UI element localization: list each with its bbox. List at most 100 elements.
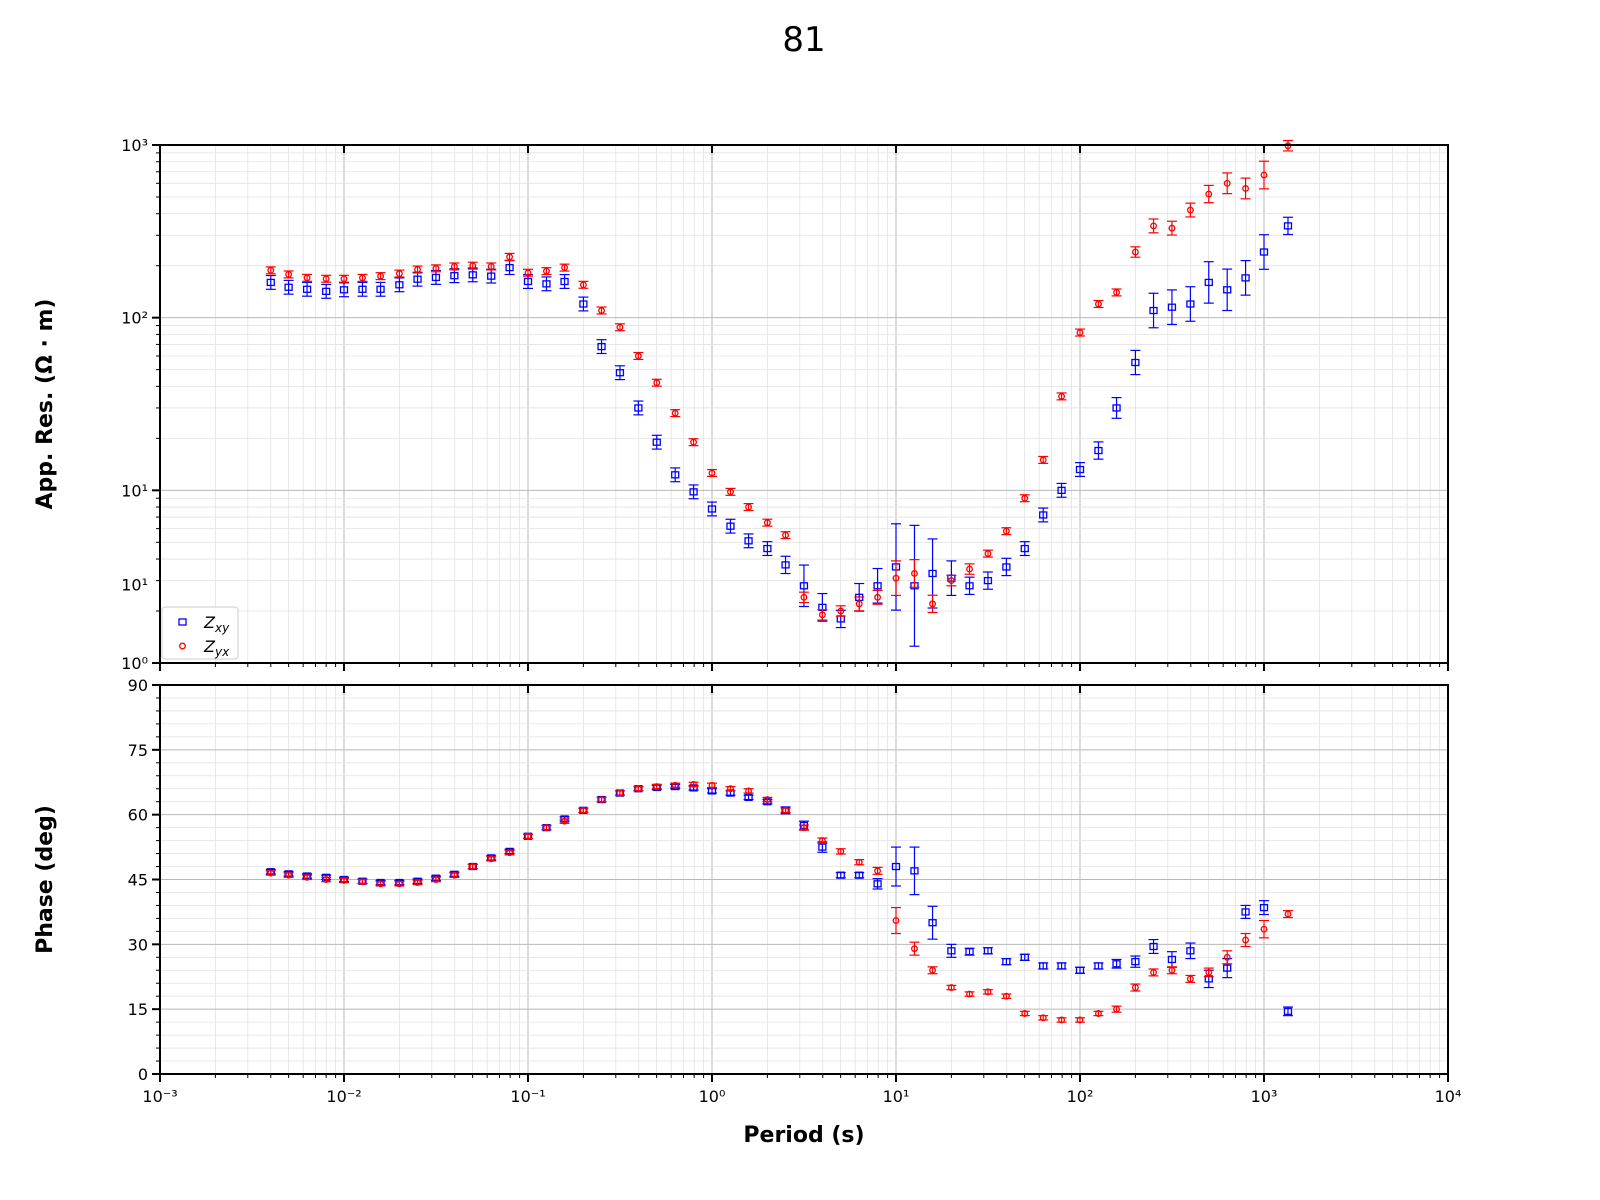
x-tick-label: 10⁰ — [699, 1087, 726, 1106]
data-point — [1131, 984, 1139, 992]
data-point — [1149, 942, 1158, 951]
data-point — [1131, 358, 1140, 367]
data-point — [1002, 992, 1010, 1000]
legend-label-zyx: Zyx — [203, 637, 230, 659]
data-point — [340, 876, 348, 884]
data-point — [800, 824, 808, 832]
data-point — [1039, 1014, 1047, 1022]
data-point — [634, 404, 643, 412]
y-tick-label: 30 — [128, 935, 148, 954]
data-point — [929, 600, 937, 608]
data-point — [542, 280, 551, 288]
data-point — [1223, 179, 1231, 187]
y-tick-label: 75 — [128, 741, 148, 760]
data-point — [745, 787, 753, 795]
data-point — [929, 966, 937, 974]
data-point — [1020, 544, 1029, 553]
data-point — [671, 471, 680, 479]
data-point — [616, 789, 624, 797]
data-point — [707, 505, 717, 513]
data-point — [966, 565, 973, 573]
data-point — [763, 796, 771, 803]
data-point — [339, 286, 349, 294]
data-point — [450, 262, 458, 270]
data-point — [1168, 224, 1176, 232]
legend-label-zxy: Zxy — [203, 613, 230, 635]
x-tick-label: 10⁻¹ — [510, 1087, 545, 1106]
data-point — [1094, 446, 1103, 455]
data-point — [984, 988, 992, 996]
x-tick-label: 10² — [1067, 1087, 1094, 1106]
data-point — [874, 867, 882, 875]
y-tick-label: 60 — [128, 806, 148, 825]
data-point — [285, 270, 293, 278]
data-point — [395, 880, 403, 888]
data-point — [358, 285, 367, 293]
data-point — [1021, 1010, 1029, 1017]
data-point — [1021, 494, 1029, 502]
data-point — [1283, 1007, 1293, 1015]
phase-series — [265, 780, 1293, 1024]
x-tick-label: 10⁻² — [326, 1087, 361, 1106]
data-point — [1076, 329, 1084, 336]
data-point — [652, 438, 661, 446]
data-point — [1002, 527, 1010, 535]
legend-label-subscript: xy — [214, 621, 230, 635]
data-point — [303, 873, 311, 881]
data-point — [543, 824, 550, 832]
data-point — [284, 283, 293, 291]
data-point — [690, 438, 698, 446]
data-point — [340, 275, 348, 283]
data-point — [1131, 957, 1140, 966]
data-point — [359, 878, 366, 886]
data-point — [727, 785, 734, 793]
data-point — [1259, 248, 1269, 256]
data-point — [543, 267, 550, 275]
data-point — [1020, 953, 1029, 961]
data-point — [689, 488, 698, 496]
data-point — [837, 607, 845, 615]
data-point — [911, 570, 918, 577]
data-point — [911, 945, 918, 953]
data-point — [1205, 968, 1213, 976]
data-point — [1039, 456, 1047, 464]
y-tick-label: 0 — [138, 1065, 148, 1084]
data-point — [744, 793, 753, 802]
data-point — [1242, 936, 1250, 944]
data-point — [1186, 947, 1195, 955]
data-point — [1039, 962, 1048, 970]
phase-ticks: 0 15 30 45 60 75 90 10⁻³ 10⁻² 10⁻¹ 10⁰ 10¹ 10² 10³ 10⁴ — [128, 676, 1462, 1106]
data-point — [376, 285, 385, 293]
data-point — [359, 274, 366, 282]
data-point — [1260, 171, 1268, 179]
data-point — [413, 275, 422, 283]
data-point — [837, 847, 845, 855]
data-point — [727, 488, 734, 496]
data-point — [983, 576, 993, 585]
data-point — [653, 379, 661, 387]
y-tick-label: 90 — [128, 676, 148, 695]
data-point — [322, 876, 330, 883]
data-point — [414, 266, 421, 273]
data-point — [947, 947, 956, 955]
data-point — [1095, 1010, 1102, 1017]
x-tick-label: 10¹ — [883, 1087, 910, 1106]
y-tick-label: 10² — [121, 309, 148, 328]
data-point — [303, 274, 311, 282]
data-point — [892, 574, 900, 582]
data-point — [431, 273, 441, 282]
phase-panel: 0 15 30 45 60 75 90 10⁻³ 10⁻² 10⁻¹ 10⁰ 10¹ 10² 10³ 10⁴… — [33, 676, 1461, 1148]
data-point — [1167, 303, 1177, 311]
data-point — [928, 919, 937, 927]
data-point — [1113, 1005, 1121, 1013]
data-point — [910, 867, 919, 875]
legend-label-main: Z — [203, 637, 216, 656]
data-point — [763, 519, 771, 527]
data-point — [377, 880, 385, 888]
legend-marker-zxy — [178, 618, 187, 626]
data-point — [1094, 962, 1103, 970]
data-point — [524, 269, 532, 277]
data-point — [1112, 960, 1121, 968]
data-point — [1283, 222, 1293, 230]
